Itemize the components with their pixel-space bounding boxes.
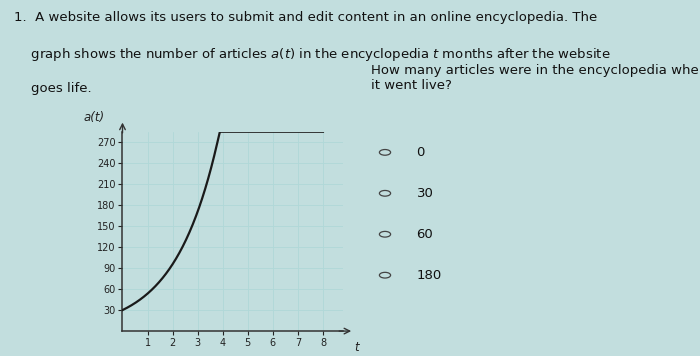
Text: 180: 180: [416, 269, 442, 282]
Text: 0: 0: [416, 146, 425, 159]
Text: 30: 30: [416, 187, 433, 200]
Text: 60: 60: [416, 228, 433, 241]
Text: a(t): a(t): [83, 111, 104, 124]
Text: 1.  A website allows its users to submit and edit content in an online encyclope: 1. A website allows its users to submit …: [14, 11, 597, 24]
Text: How many articles were in the encyclopedia when
it went live?: How many articles were in the encycloped…: [371, 64, 700, 92]
Text: graph shows the number of articles $a(t)$ in the encyclopedia $t$ months after t: graph shows the number of articles $a(t)…: [14, 46, 610, 63]
Text: goes life.: goes life.: [14, 82, 92, 95]
Text: t: t: [354, 341, 358, 354]
